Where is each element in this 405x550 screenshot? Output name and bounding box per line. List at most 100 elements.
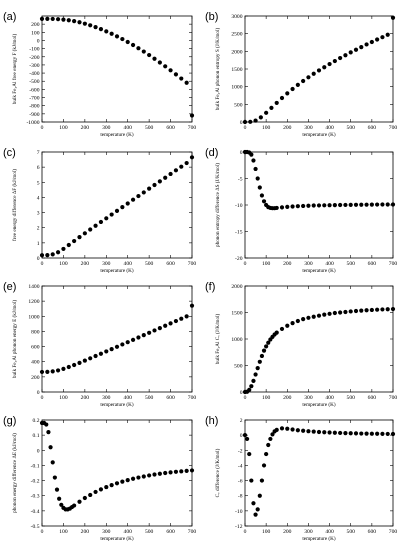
y-axis-label: bulk Fe₃Al phonon entropy S (J/K/mol) bbox=[214, 28, 221, 111]
x-tick-label: 500 bbox=[347, 125, 356, 131]
data-point bbox=[348, 309, 353, 314]
x-tick-label: 300 bbox=[304, 529, 313, 535]
data-point bbox=[50, 369, 55, 374]
data-point bbox=[269, 105, 274, 110]
data-point bbox=[343, 53, 348, 58]
x-tick-label: 400 bbox=[124, 395, 133, 401]
plot-frame bbox=[41, 285, 193, 393]
data-point bbox=[157, 471, 162, 476]
data-point bbox=[322, 65, 327, 70]
x-tick-label: 600 bbox=[368, 529, 377, 535]
data-point bbox=[93, 353, 98, 359]
data-point bbox=[316, 313, 322, 318]
data-point bbox=[359, 44, 364, 50]
data-point bbox=[184, 468, 189, 473]
y-tick-label: -0.2 bbox=[31, 479, 40, 485]
data-point bbox=[125, 478, 130, 483]
data-point bbox=[168, 68, 173, 73]
data-point bbox=[261, 463, 267, 468]
data-point bbox=[98, 27, 104, 32]
data-point bbox=[316, 203, 322, 208]
data-point bbox=[369, 202, 374, 207]
plot-frame bbox=[41, 15, 193, 123]
data-point bbox=[104, 29, 109, 34]
data-point bbox=[364, 202, 369, 207]
data-point bbox=[46, 430, 51, 435]
y-axis-label: bulk Fe₃Al free energy F (kJ/mol) bbox=[11, 34, 18, 105]
data-point bbox=[57, 496, 62, 501]
x-tick-label: 400 bbox=[325, 395, 334, 401]
data-point bbox=[147, 186, 152, 191]
x-tick-label: 0 bbox=[41, 395, 44, 401]
data-point bbox=[39, 253, 45, 258]
y-tick-label: 400 bbox=[31, 360, 40, 366]
x-axis-label: temperature (K) bbox=[302, 401, 336, 408]
panel-label: (f) bbox=[205, 281, 215, 293]
data-point bbox=[245, 436, 250, 442]
data-point bbox=[168, 171, 173, 177]
plot-frame bbox=[244, 419, 394, 527]
data-point bbox=[104, 216, 109, 221]
y-tick-label: 200 bbox=[31, 22, 40, 28]
data-point bbox=[141, 333, 146, 338]
data-point bbox=[249, 384, 254, 389]
data-point bbox=[82, 495, 87, 501]
data-point bbox=[375, 431, 380, 436]
data-point bbox=[380, 202, 385, 207]
data-point bbox=[338, 310, 343, 315]
plot-frame bbox=[244, 285, 394, 393]
y-tick-label: -1000 bbox=[26, 120, 39, 126]
data-point bbox=[279, 426, 285, 431]
y-tick-label: 0 bbox=[240, 150, 243, 156]
data-point bbox=[295, 318, 300, 324]
y-tick-label: 1 bbox=[37, 241, 40, 247]
y-axis-label: free energy difference ΔF (kJ/mol) bbox=[11, 169, 18, 241]
data-point bbox=[249, 152, 254, 157]
x-tick-label: 400 bbox=[124, 529, 133, 535]
data-point bbox=[163, 64, 168, 69]
x-tick-label: 700 bbox=[188, 125, 197, 131]
data-point bbox=[157, 179, 162, 184]
data-point bbox=[50, 460, 55, 465]
y-tick-label: -0.4 bbox=[31, 509, 40, 515]
data-point bbox=[290, 321, 295, 326]
data-point bbox=[255, 507, 260, 512]
data-point bbox=[380, 307, 385, 312]
x-tick-label: 300 bbox=[304, 395, 313, 401]
data-point bbox=[120, 342, 125, 347]
data-point bbox=[251, 378, 256, 383]
data-point bbox=[114, 208, 120, 214]
data-point bbox=[50, 16, 55, 22]
data-point bbox=[311, 203, 316, 208]
data-point bbox=[327, 311, 332, 316]
data-point bbox=[249, 478, 254, 483]
data-point bbox=[120, 479, 125, 484]
data-point bbox=[152, 472, 157, 477]
x-axis-label: temperature (K) bbox=[302, 535, 336, 542]
data-point bbox=[253, 166, 258, 172]
data-point bbox=[301, 78, 306, 84]
x-tick-label: 400 bbox=[325, 529, 334, 535]
y-tick-label: 4 bbox=[37, 195, 40, 201]
data-point bbox=[369, 431, 374, 436]
data-point bbox=[44, 422, 49, 427]
data-point bbox=[316, 429, 322, 435]
data-point bbox=[261, 348, 267, 353]
data-point bbox=[306, 429, 311, 434]
data-point bbox=[77, 360, 82, 365]
data-point bbox=[359, 431, 364, 436]
data-point bbox=[375, 37, 380, 42]
data-point bbox=[136, 475, 141, 480]
x-tick-label: 100 bbox=[59, 261, 68, 267]
data-point bbox=[359, 308, 364, 313]
y-tick-label: 1000 bbox=[231, 337, 242, 343]
data-point bbox=[39, 369, 45, 375]
x-tick-label: 0 bbox=[244, 261, 247, 267]
data-point bbox=[264, 451, 269, 457]
data-point bbox=[264, 344, 269, 349]
data-point bbox=[77, 20, 82, 25]
plot-frame bbox=[41, 151, 193, 259]
data-point bbox=[173, 168, 179, 173]
y-tick-label: -6 bbox=[238, 479, 243, 485]
data-point bbox=[136, 335, 141, 340]
